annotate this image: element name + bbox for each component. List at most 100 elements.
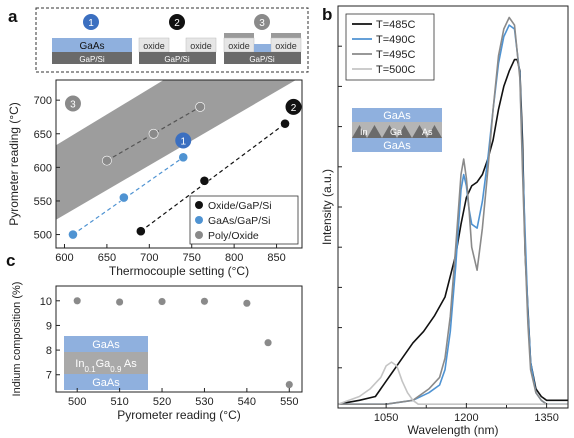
inset-c-gaas-bottom-label: GaAs — [92, 377, 120, 389]
legend-b-label-0: T=485C — [376, 19, 415, 31]
inset-c-formula-part: As — [121, 358, 137, 370]
spectrum-line-3 — [337, 361, 568, 405]
y-tick-label-c: 7 — [46, 370, 52, 382]
inset-c-formula-part: In — [75, 358, 84, 370]
x-tick-label-c: 550 — [280, 396, 298, 408]
step-marker-label-2: 2 — [291, 103, 297, 114]
step-2-badge — [169, 14, 185, 30]
y-tick-label-c: 10 — [40, 296, 52, 308]
x-tick-label-a: 600 — [55, 252, 73, 264]
step-1-gaas-layer — [52, 38, 132, 52]
x-tick-label-a: 650 — [98, 252, 116, 264]
inset-b-gaas-top-label: GaAs — [383, 110, 411, 122]
data-point-a-0-2 — [280, 118, 290, 129]
panel-label-a: a — [8, 7, 18, 26]
x-tick-label-a: 850 — [267, 252, 285, 264]
step-3-substrate — [224, 52, 301, 64]
legend-a-marker-0 — [195, 201, 203, 209]
inset-b-ga-label: Ga — [390, 127, 402, 137]
step-marker-label-1: 1 — [180, 136, 186, 147]
step-1-substrate-label: GaP/Si — [79, 55, 105, 64]
inset-c-formula-part: Ga — [96, 358, 112, 370]
inset-c-formula-part: 0.9 — [110, 365, 122, 374]
x-tick-label-c: 520 — [153, 396, 171, 408]
legend-a-marker-2 — [195, 231, 203, 239]
legend-a-label-2: Poly/Oxide — [208, 230, 259, 242]
step-2-oxide-right-label: oxide — [190, 41, 212, 51]
inset-b-in-label: In — [360, 127, 368, 137]
x-tick-label-a: 700 — [140, 252, 158, 264]
legend-a-label-0: Oxide/GaP/Si — [208, 200, 272, 212]
legend-b-label-3: T=500C — [376, 64, 415, 76]
x-tick-label-a: 800 — [225, 252, 243, 264]
y-axis-label-b: Intensity (a.u.) — [320, 169, 334, 245]
y-axis-label-a: Pyrometer reading (°C) — [7, 102, 21, 226]
inset-b-gaas-bottom — [352, 138, 442, 152]
data-point-c-2 — [157, 297, 167, 306]
step-1-substrate — [52, 52, 132, 64]
step-2-substrate-label: GaP/Si — [164, 55, 190, 64]
inset-b-as-label: As — [422, 127, 433, 137]
y-tick-label-c: 8 — [46, 345, 52, 357]
x-tick-label-b: 1350 — [534, 412, 558, 424]
x-tick-label-c: 540 — [238, 396, 256, 408]
chart-b: 1050 1200 1350 Wavelength (nm) Intensity (a.… — [320, 5, 569, 437]
step-marker-1 — [175, 132, 192, 149]
step-marker-2 — [285, 98, 302, 115]
step-3-poly-right — [271, 33, 301, 38]
legend-b-label-1: T=490C — [376, 34, 415, 46]
x-tick-label-c: 530 — [195, 396, 213, 408]
inset-b-gaas-top — [352, 108, 442, 122]
step-1-gaas-label: GaAs — [79, 41, 104, 52]
data-point-c-0 — [73, 296, 82, 305]
y-tick-label-a: 550 — [34, 196, 52, 208]
inset-c-gaas-top — [64, 336, 148, 352]
step-3-gaas-window — [254, 44, 271, 52]
x-tick-label-c: 500 — [68, 396, 86, 408]
step-3-number: 3 — [259, 18, 265, 29]
trend-line-0 — [140, 123, 286, 232]
x-axis-label-c: Pyrometer reading (°C) — [117, 408, 241, 422]
inset-c-gaas-bottom — [64, 374, 148, 390]
inset-b-gaas-bottom-label: GaAs — [383, 140, 411, 152]
step-3-oxide-left-label: oxide — [228, 41, 250, 51]
step-2-substrate — [139, 52, 216, 64]
step-2-oxide-left-label: oxide — [143, 41, 165, 51]
step-3-oxide-right-label: oxide — [275, 41, 297, 51]
spectrum-line-2 — [338, 16, 568, 405]
data-point-a-1-1 — [118, 192, 129, 203]
legend-b-label-2: T=495C — [376, 49, 415, 61]
data-point-c-1 — [115, 297, 124, 307]
plot-c-frame — [55, 285, 303, 393]
schematic-frame — [35, 7, 309, 73]
y-tick-label-a: 600 — [34, 162, 52, 174]
schematic-step-2: 2 oxide oxide GaP/Si — [138, 14, 217, 64]
schematic-step-3: 3 oxide oxide GaP/Si — [223, 14, 302, 64]
spectrum-line-1 — [338, 24, 568, 405]
step-marker-3 — [64, 95, 81, 112]
inset-b-islands — [352, 125, 442, 138]
trend-line-1 — [72, 156, 184, 236]
data-point-c-4 — [242, 299, 251, 308]
y-tick-label-a: 650 — [34, 129, 52, 141]
x-tick-label-c: 510 — [110, 396, 128, 408]
inset-c-ingaas — [64, 352, 148, 374]
schematic-step-1: 1 GaAs GaP/Si — [52, 14, 132, 64]
inset-c-ingaas-label: In0.1Ga0.9 As — [75, 358, 137, 374]
data-point-c-6 — [285, 380, 294, 389]
panel-label-b: b — [322, 5, 332, 24]
step-3-poly-left — [224, 33, 254, 38]
step-3-badge — [254, 14, 270, 30]
x-axis-label-b: Wavelength (nm) — [408, 423, 499, 437]
plot-a-frame — [55, 79, 303, 249]
y-tick-label-a: 700 — [34, 95, 52, 107]
x-tick-label-b: 1200 — [454, 412, 478, 424]
x-axis-label-a: Thermocouple setting (°C) — [109, 264, 249, 278]
data-point-a-2-0 — [101, 155, 112, 166]
panel-label-c: c — [6, 251, 15, 270]
poly-oxide-band — [56, 80, 296, 220]
inset-c-gaas-top-label: GaAs — [92, 339, 120, 351]
data-point-a-2-1 — [148, 128, 159, 139]
